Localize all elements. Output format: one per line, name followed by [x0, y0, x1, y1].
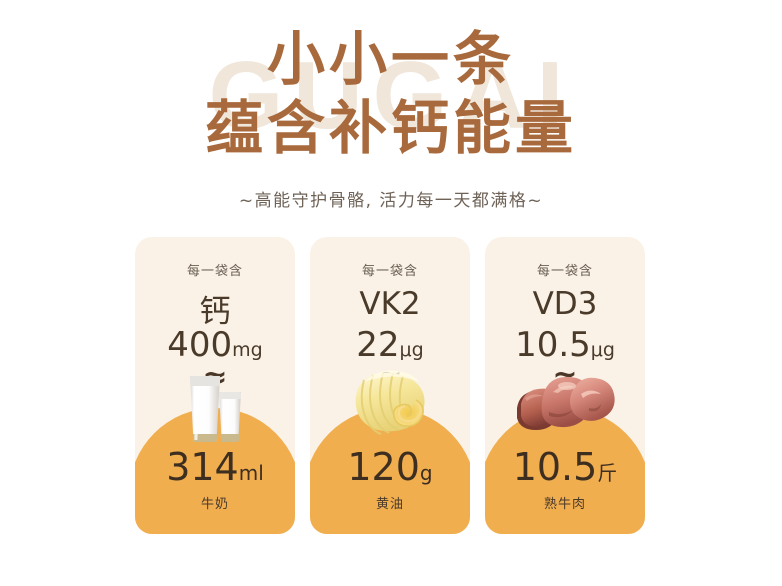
nutrient-card-vd3[interactable]: 每一袋含 VD3 10.5μg ≈: [485, 237, 645, 534]
nutrient-name: VK2: [359, 286, 421, 322]
page-title-line-2: 蕴含补钙能量: [204, 93, 577, 162]
card-arc: [485, 408, 645, 534]
cooked-beef-icon: [485, 362, 645, 442]
equivalent-unit: 斤: [597, 461, 618, 485]
nutrient-card-list: 每一袋含 钙 400mg ≈: [135, 237, 647, 534]
nutrient-amount-value: 22: [356, 325, 400, 365]
per-bag-label: 每一袋含: [536, 264, 593, 279]
nutrient-amount-unit: μg: [590, 339, 615, 361]
nutrient-amount: 22μg: [310, 325, 470, 365]
nutrient-amount-value: 10.5: [515, 325, 591, 365]
nutrient-name: VD3: [532, 286, 598, 322]
page-subtitle: ~高能守护骨骼, 活力每一天都满格~: [238, 191, 544, 211]
equivalent-unit: g: [419, 461, 433, 485]
nutrient-name: 钙: [199, 294, 231, 330]
page-title-line-1: 小小一条: [266, 25, 515, 93]
nutrient-amount: 10.5μg: [485, 325, 645, 365]
equivalent-label: 黄油: [375, 497, 404, 512]
equivalent-label: 熟牛肉: [543, 497, 586, 512]
equivalent-unit: ml: [238, 461, 264, 485]
per-bag-label: 每一袋含: [361, 264, 418, 279]
equivalent-amount: 120g: [310, 445, 470, 489]
nutrient-amount-value: 400: [167, 325, 233, 365]
equivalent-value: 314: [166, 445, 239, 489]
nutrient-amount-unit: μg: [399, 339, 424, 361]
nutrient-amount-unit: mg: [232, 339, 263, 361]
nutrient-card-vk2[interactable]: 每一袋含 VK2 22μg ≈: [310, 237, 470, 534]
watermark-text: GUGAI: [208, 42, 574, 149]
milk-glasses-icon: [135, 362, 295, 442]
equivalent-amount: 314ml: [135, 445, 295, 489]
equivalent-value: 120: [347, 445, 420, 489]
butter-curl-icon: [310, 362, 470, 442]
equivalent-label: 牛奶: [200, 497, 229, 512]
nutrient-card-calcium[interactable]: 每一袋含 钙 400mg ≈: [135, 237, 295, 534]
heading-block: GUGAI 小小一条 蕴含补钙能量: [0, 28, 782, 159]
nutrient-amount: 400mg: [135, 325, 295, 365]
per-bag-label: 每一袋含: [186, 264, 243, 279]
equivalent-value: 10.5: [512, 445, 598, 489]
equivalent-amount: 10.5斤: [485, 445, 645, 489]
